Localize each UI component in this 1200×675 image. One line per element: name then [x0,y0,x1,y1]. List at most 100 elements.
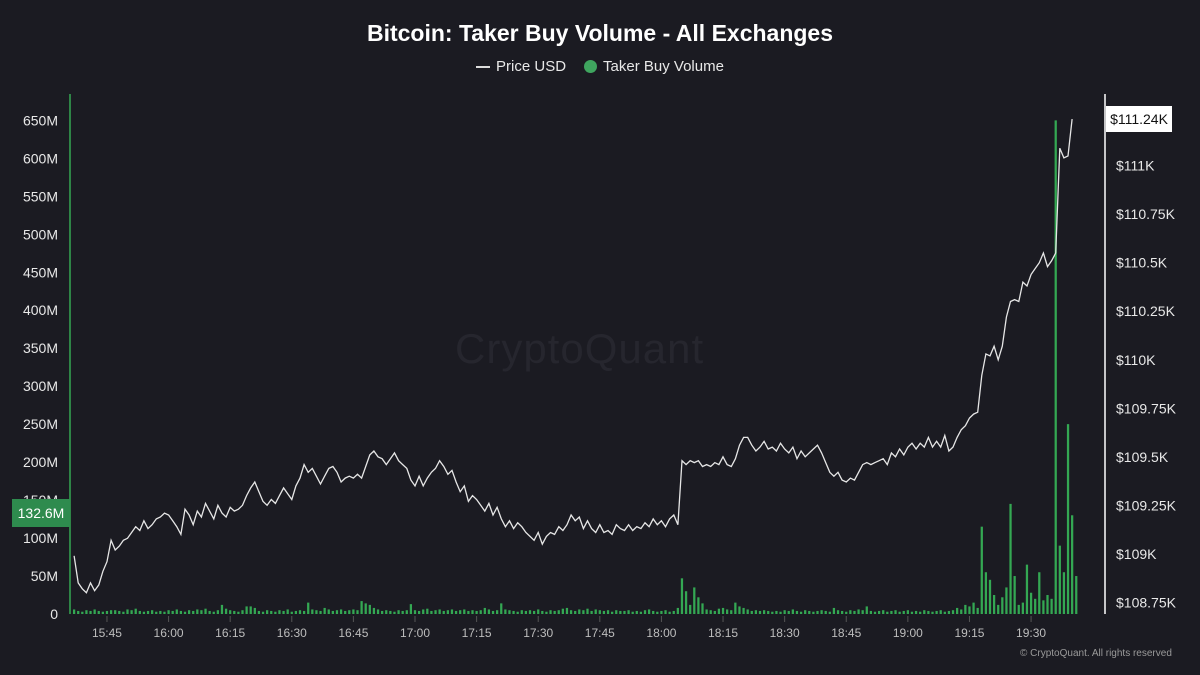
volume-bar [968,606,971,614]
volume-bar [471,610,474,614]
left-tick-label: 550M [23,188,58,204]
volume-bar [631,611,634,614]
volume-bar [758,610,762,614]
right-tick-label: $110K [1116,352,1156,368]
volume-bar [894,610,897,614]
volume-bar [364,603,367,614]
volume-bar [339,609,343,614]
volume-bar [372,607,376,614]
legend: Price USD Taker Buy Volume [0,58,1200,75]
volume-bar [964,604,967,614]
copyright-notice: © CryptoQuant. All rights reserved [1020,648,1172,659]
volume-bar [590,610,593,614]
volume-bar [274,611,277,614]
volume-bar [401,610,404,614]
volume-bar [1058,545,1061,614]
volume-bar [114,610,117,614]
chart-title: Bitcoin: Taker Buy Volume - All Exchange… [366,20,834,46]
volume-bar [705,609,708,614]
legend-line-marker [476,65,491,68]
volume-bar [960,609,963,614]
x-tick-label: 19:30 [1016,626,1046,640]
volume-bar [504,609,507,614]
volume-bar [122,611,125,614]
left-tick-label: 350M [23,340,58,356]
left-tick-label: 450M [23,264,58,280]
volume-bar [368,604,371,614]
volume-bar [738,606,741,614]
volume-bar [664,610,667,614]
x-tick-label: 17:15 [462,626,492,640]
right-tick-label: $109.5K [1116,449,1169,465]
volume-bar [697,597,700,614]
volume-bar [680,578,684,614]
volume-bar [594,609,597,614]
volume-bar [442,610,445,614]
right-tick-label: $110.25K [1116,303,1176,319]
volume-bar [976,607,979,614]
volume-bar [483,607,486,614]
volume-bar [434,610,437,614]
volume-bar [204,608,207,614]
volume-bar [557,610,560,614]
volume-bar [553,610,556,614]
volume-bar [454,610,458,614]
volume-bar [956,607,959,614]
volume-bar [475,610,478,614]
volume-bar [615,610,618,614]
volume-bar [142,611,146,614]
volume-bar [997,604,1000,614]
volume-bar [344,610,347,614]
volume-bar [795,610,799,614]
right-axis-ticks: $108.75K $109K $109.25K $109.5K $109.75K $110… [1116,158,1177,611]
left-tick-label: 600M [23,150,58,166]
volume-bar [319,610,322,614]
legend-label-volume: Taker Buy Volume [603,58,724,75]
volume-bar [713,610,716,614]
left-tick-label: 400M [23,302,58,318]
legend-item-volume[interactable]: Taker Buy Volume [584,58,724,75]
volume-bar [791,609,794,614]
volume-bar [816,610,819,614]
volume-bar [832,607,836,614]
volume-bar [808,610,811,614]
volume-bar [910,611,914,614]
volume-bars [72,120,1078,615]
volume-bar [266,610,269,614]
volume-bar [496,610,499,614]
legend-item-price[interactable]: Price USD [476,58,566,75]
volume-bar [253,607,256,614]
volume-bar [315,610,318,614]
volume-bar [393,611,396,614]
volume-bar [1066,424,1070,614]
left-tick-label: 100M [23,530,58,546]
volume-bar [72,609,76,614]
volume-bar [298,610,302,614]
x-tick-label: 16:00 [154,626,184,640]
volume-bar [943,611,946,614]
volume-bar [183,611,187,614]
volume-bar [565,607,569,614]
volume-bar [97,610,100,614]
volume-bar [639,611,643,614]
volume-bar [1054,120,1057,615]
left-tick-label: 650M [23,112,58,128]
volume-bar [118,610,121,614]
volume-bar [397,610,400,614]
volume-bar [820,610,823,614]
volume-bar [586,608,589,614]
volume-bar [1013,576,1016,614]
volume-bar [569,610,573,614]
volume-bar [992,595,996,614]
volume-bar [360,601,363,614]
left-tick-label: 200M [23,454,58,470]
volume-bar [1042,600,1045,614]
left-axis-ticks: 050M100M150M200M250M300M350M400M450M500M… [23,112,58,622]
volume-bar [528,610,532,614]
volume-bar [1038,572,1041,614]
x-tick-label: 19:00 [893,626,923,640]
volume-bar [151,610,154,614]
price-line[interactable] [73,119,1073,594]
volume-bar [787,610,790,614]
